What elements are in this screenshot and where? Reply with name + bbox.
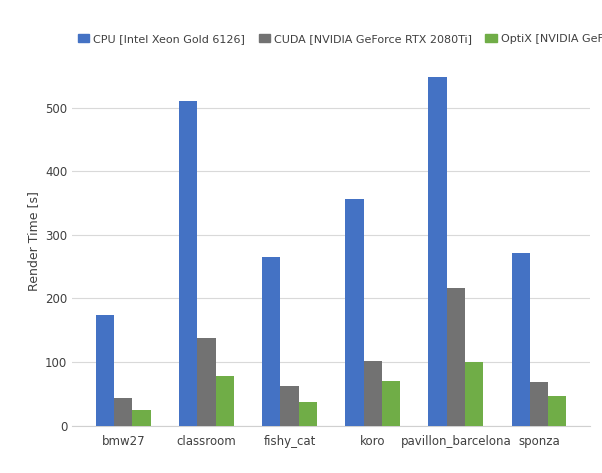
Bar [512,254,530,426]
Bar [465,362,483,426]
Bar [382,381,400,426]
Bar [262,257,281,426]
Bar [530,383,548,426]
Bar [132,411,150,426]
Bar [447,289,465,426]
Y-axis label: Render Time [s]: Render Time [s] [26,191,40,291]
Bar [114,398,132,426]
Bar [197,338,216,426]
Bar [179,101,197,426]
Bar [281,385,299,426]
Bar [345,199,364,426]
Bar [299,402,317,426]
Legend: CPU [Intel Xeon Gold 6126], CUDA [NVIDIA GeForce RTX 2080Ti], OptiX [NVIDIA GeFo: CPU [Intel Xeon Gold 6126], CUDA [NVIDIA… [78,34,602,44]
Bar [429,77,447,426]
Bar [96,315,114,426]
Bar [216,376,234,426]
Bar [548,396,566,426]
Bar [364,361,382,426]
